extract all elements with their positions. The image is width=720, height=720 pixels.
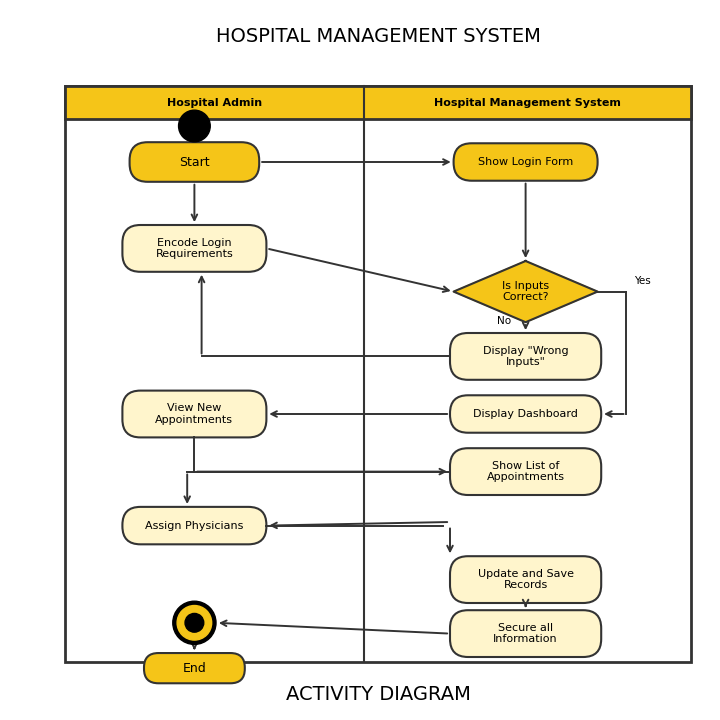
FancyBboxPatch shape [450, 556, 601, 603]
Text: Display Dashboard: Display Dashboard [473, 409, 578, 419]
Circle shape [185, 613, 204, 632]
FancyBboxPatch shape [450, 448, 601, 495]
Polygon shape [454, 261, 598, 323]
Text: Yes: Yes [634, 276, 650, 287]
FancyBboxPatch shape [450, 333, 601, 380]
FancyBboxPatch shape [122, 507, 266, 544]
FancyBboxPatch shape [65, 86, 691, 662]
Text: Start: Start [179, 156, 210, 168]
Text: Assign Physicians: Assign Physicians [145, 521, 243, 531]
FancyBboxPatch shape [65, 86, 691, 119]
Text: View New
Appointments: View New Appointments [156, 403, 233, 425]
Text: Update and Save
Records: Update and Save Records [477, 569, 574, 590]
Text: Is Inputs
Correct?: Is Inputs Correct? [502, 281, 549, 302]
FancyBboxPatch shape [122, 391, 266, 438]
Circle shape [173, 601, 216, 644]
Text: No: No [497, 316, 511, 326]
FancyBboxPatch shape [144, 653, 245, 683]
Text: Secure all
Information: Secure all Information [493, 623, 558, 644]
Text: Show List of
Appointments: Show List of Appointments [487, 461, 564, 482]
FancyBboxPatch shape [454, 143, 598, 181]
Text: Display "Wrong
Inputs": Display "Wrong Inputs" [483, 346, 568, 367]
Text: Hospital Management System: Hospital Management System [434, 98, 621, 107]
FancyBboxPatch shape [122, 225, 266, 271]
Circle shape [179, 110, 210, 142]
Text: End: End [183, 662, 206, 675]
Circle shape [177, 606, 212, 640]
Text: Show Login Form: Show Login Form [478, 157, 573, 167]
Text: ACTIVITY DIAGRAM: ACTIVITY DIAGRAM [286, 685, 470, 704]
FancyBboxPatch shape [450, 611, 601, 657]
FancyBboxPatch shape [450, 395, 601, 433]
Text: HOSPITAL MANAGEMENT SYSTEM: HOSPITAL MANAGEMENT SYSTEM [215, 27, 541, 45]
FancyBboxPatch shape [130, 143, 259, 182]
Text: Hospital Admin: Hospital Admin [166, 98, 262, 107]
Text: Encode Login
Requirements: Encode Login Requirements [156, 238, 233, 259]
